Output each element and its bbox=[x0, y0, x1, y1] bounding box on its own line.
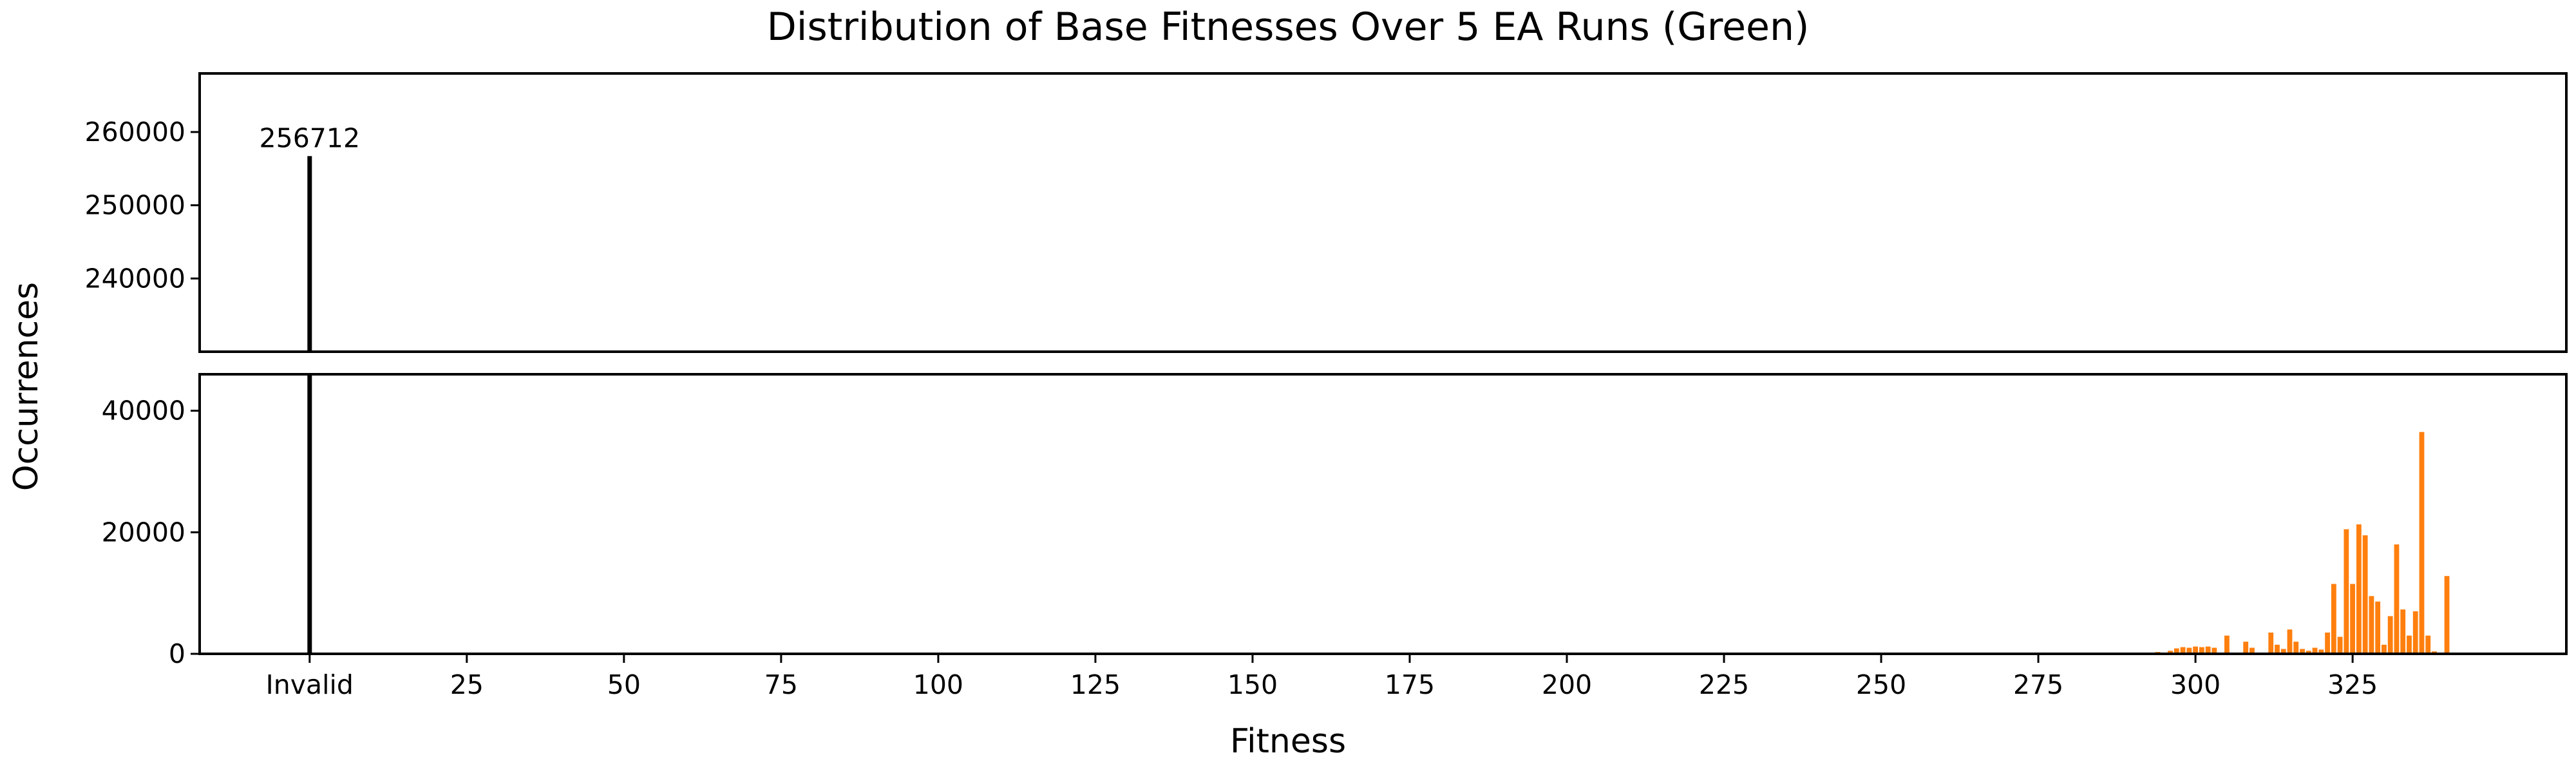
bar-fitness-296 bbox=[2168, 651, 2173, 654]
bar-fitness-315 bbox=[2287, 629, 2293, 654]
lower-bars bbox=[307, 374, 2450, 654]
x-tick-label-75: 75 bbox=[764, 669, 798, 700]
bar-fitness-330 bbox=[2382, 644, 2387, 654]
x-tick-label-invalid: Invalid bbox=[266, 669, 354, 700]
x-tick-label-300: 300 bbox=[2170, 669, 2221, 700]
y-tick-label-240000: 240000 bbox=[84, 263, 185, 294]
y-tick-label-260000: 260000 bbox=[84, 117, 185, 148]
bar-fitness-329 bbox=[2375, 601, 2381, 654]
bar-fitness-324 bbox=[2344, 529, 2349, 654]
x-tick-label-150: 150 bbox=[1227, 669, 1278, 700]
x-tick-label-175: 175 bbox=[1385, 669, 1435, 700]
x-axis-label: Fitness bbox=[1230, 722, 1346, 761]
lower-panel: 0 20000 40000 Invalid 25 50 75 100 125 150 175 200 2… bbox=[102, 373, 2568, 700]
bar-fitness-333 bbox=[2400, 609, 2406, 654]
bar-fitness-319 bbox=[2312, 647, 2318, 654]
x-tick-label-100: 100 bbox=[913, 669, 963, 700]
upper-frame bbox=[198, 72, 2568, 353]
bar-fitness-313 bbox=[2275, 644, 2280, 654]
x-tick-label-125: 125 bbox=[1070, 669, 1121, 700]
bar-fitness-336 bbox=[2419, 432, 2425, 654]
bar-fitness-334 bbox=[2407, 635, 2412, 654]
x-tick-label-25: 25 bbox=[450, 669, 484, 700]
bar-fitness-300 bbox=[2193, 646, 2199, 654]
bar-fitness-321 bbox=[2325, 632, 2330, 654]
bar-fitness-322 bbox=[2331, 584, 2336, 654]
upper-panel: 256712 240000 250000 260000 bbox=[84, 72, 2568, 353]
y-axis-label: Occurrences bbox=[7, 282, 46, 491]
bar-fitness-297 bbox=[2174, 648, 2179, 654]
x-tick-label-250: 250 bbox=[1856, 669, 1906, 700]
bar-fitness-299 bbox=[2186, 647, 2192, 654]
bar-fitness-316 bbox=[2293, 642, 2299, 654]
bar-fitness-323 bbox=[2337, 636, 2343, 654]
x-tick-label-325: 325 bbox=[2327, 669, 2378, 700]
y-tick-label-0: 0 bbox=[169, 638, 185, 669]
bar-invalid-lower bbox=[307, 374, 312, 654]
bar-fitness-303 bbox=[2211, 647, 2217, 654]
bar-fitness-302 bbox=[2205, 646, 2211, 654]
bar-fitness-308 bbox=[2243, 642, 2249, 654]
bar-fitness-328 bbox=[2369, 596, 2374, 654]
upper-bars bbox=[307, 156, 312, 352]
bar-fitness-298 bbox=[2180, 647, 2186, 654]
y-tick-label-250000: 250000 bbox=[84, 190, 185, 221]
bar-fitness-318 bbox=[2306, 651, 2311, 654]
bar-invalid-upper bbox=[307, 156, 312, 352]
lower-frame bbox=[198, 373, 2568, 655]
x-tick-label-50: 50 bbox=[607, 669, 641, 700]
bar-fitness-325 bbox=[2350, 584, 2356, 654]
x-tick-label-275: 275 bbox=[2013, 669, 2063, 700]
bar-fitness-317 bbox=[2300, 649, 2305, 654]
bar-fitness-332 bbox=[2394, 544, 2400, 654]
bar-fitness-335 bbox=[2412, 611, 2418, 654]
chart-title: Distribution of Base Fitnesses Over 5 EA… bbox=[767, 5, 1810, 50]
bar-fitness-309 bbox=[2249, 647, 2255, 654]
bar-fitness-331 bbox=[2387, 616, 2393, 654]
y-tick-label-20000: 20000 bbox=[102, 517, 185, 548]
bar-fitness-340 bbox=[2444, 576, 2450, 654]
bar-fitness-301 bbox=[2199, 647, 2204, 654]
data-label-invalid: 256712 bbox=[260, 122, 361, 153]
x-tick-label-225: 225 bbox=[1699, 669, 1749, 700]
bar-fitness-314 bbox=[2280, 649, 2286, 654]
y-tick-label-40000: 40000 bbox=[102, 396, 185, 426]
bar-fitness-327 bbox=[2362, 535, 2368, 654]
bar-fitness-312 bbox=[2268, 632, 2274, 654]
bar-fitness-305 bbox=[2224, 635, 2230, 654]
bar-fitness-326 bbox=[2356, 524, 2362, 654]
bar-fitness-337 bbox=[2425, 635, 2431, 654]
x-tick-label-200: 200 bbox=[1542, 669, 1592, 700]
bar-fitness-320 bbox=[2318, 649, 2324, 654]
